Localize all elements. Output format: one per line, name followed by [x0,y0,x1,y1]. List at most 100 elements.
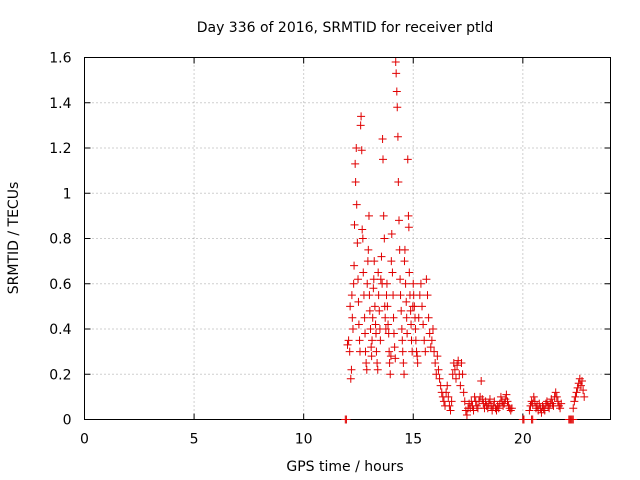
data-point [575,374,584,383]
data-point [426,343,435,352]
data-point [344,336,353,345]
data-point [485,395,494,404]
data-point [388,268,397,277]
data-point [407,320,416,329]
data-point [503,397,512,406]
data-point [370,302,379,311]
data-point [361,329,370,338]
data-point [551,388,560,397]
data-point [358,234,367,243]
data-point [357,112,366,121]
y-axis-label: SRMTID / TECUs [6,182,22,295]
data-point [391,354,400,363]
data-point [525,406,534,415]
data-point [398,347,407,356]
data-point [392,87,401,96]
data-point [348,313,357,322]
grid-lines [84,57,611,420]
data-point [369,275,378,284]
data-point [387,257,396,266]
data-point [367,352,376,361]
data-point [570,397,579,406]
x-tick-label: 20 [514,432,532,448]
data-point [362,365,371,374]
data-point [569,404,578,413]
y-tick-label: 0.4 [49,322,71,338]
x-tick-label: 10 [295,432,313,448]
data-point [447,397,456,406]
y-tick-label: 1.6 [49,51,71,67]
data-point [439,397,448,406]
x-axis-label: GPS time / hours [286,459,403,475]
data-point [433,352,442,361]
data-point [346,374,355,383]
data-point [540,406,549,415]
data-point [530,397,539,406]
data-point [342,415,351,424]
data-point [347,291,356,300]
data-point [354,297,363,306]
data-point [421,347,430,356]
data-point [397,325,406,333]
y-tick-label: 1.4 [49,96,71,112]
data-point [383,302,392,311]
data-point [356,121,365,130]
data-point [396,291,405,300]
data-point [529,392,538,401]
data-point [397,306,406,315]
data-point [346,302,355,311]
data-point [579,386,588,395]
data-point [428,325,437,333]
x-tick-label: 0 [80,432,89,448]
data-point [496,392,505,401]
data-point [389,291,398,300]
data-point [434,365,443,374]
data-point [365,306,374,315]
data-point [379,211,388,220]
data-point [404,223,413,232]
data-point [432,370,441,379]
data-point [414,313,423,322]
data-point [381,313,390,322]
data-point [443,381,452,390]
data-point [507,404,516,413]
data-point [430,347,439,356]
data-point [370,257,379,266]
data-point [409,279,418,288]
data-point [404,211,413,220]
data-point [402,313,411,322]
data-point [411,325,420,333]
data-point [462,410,471,419]
data-point [385,358,394,367]
data-point [419,320,428,329]
data-point [366,325,375,333]
chart-title: Day 336 of 2016, SRMTID for receiver ptl… [197,20,494,36]
data-point [416,279,425,288]
data-point [385,347,394,356]
data-point [469,406,478,415]
data-point [423,291,432,300]
data-point [368,336,377,345]
data-point [379,155,388,164]
data-point [368,313,377,322]
data-point [557,399,566,408]
data-point [406,306,415,315]
data-point [381,325,390,333]
data-point [410,302,419,311]
data-point [576,381,585,390]
data-point [435,374,444,383]
data-point [352,200,361,209]
data-point [413,352,422,361]
data-point [459,388,468,397]
data-point [405,268,414,277]
data-point [411,336,420,345]
axis-ticks: 0 0.2 0.4 0.6 0.8 1 1.2 1.4 1.6 0 5 10 15 20 [49,51,611,448]
data-point [392,69,401,78]
data-point [445,401,454,410]
data-point [374,268,383,277]
data-point [395,216,404,225]
data-point [365,291,374,300]
data-point [413,358,422,367]
data-point [403,329,412,338]
data-point [446,406,455,415]
